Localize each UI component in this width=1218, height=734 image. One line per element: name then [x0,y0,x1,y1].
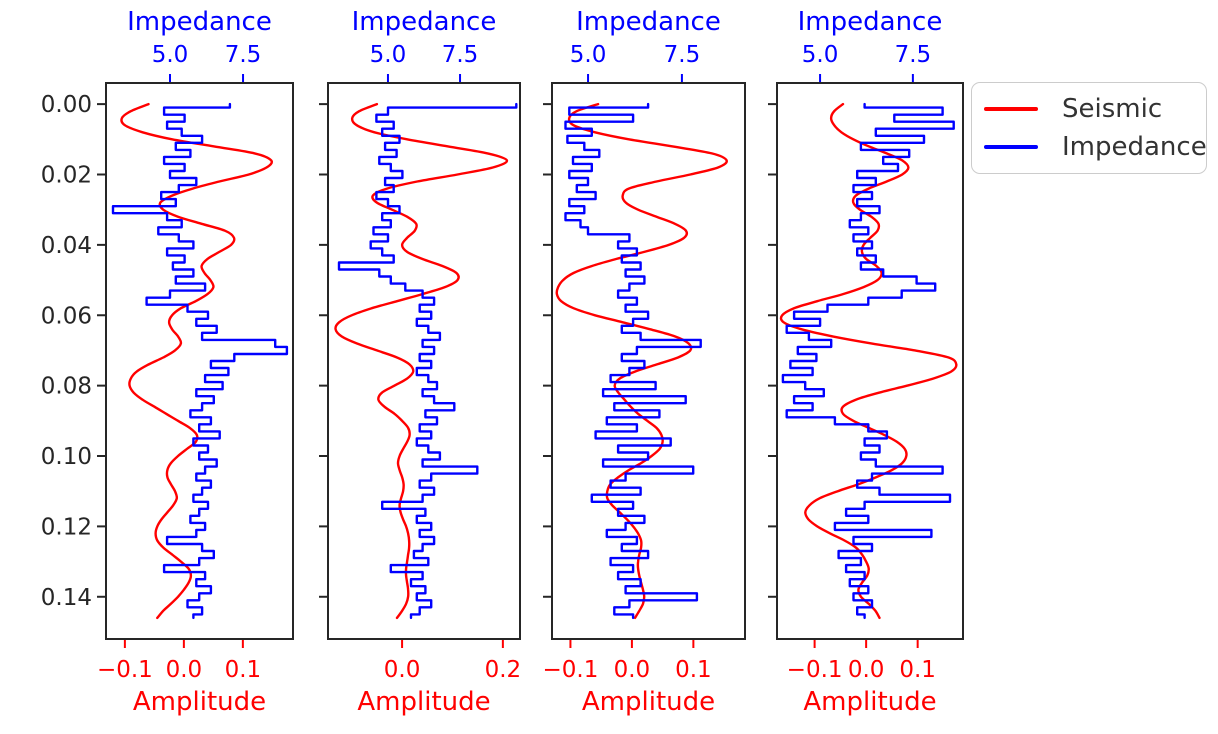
bottom-tick-label: −0.1 [787,657,843,683]
top-axis-title: Impedance [352,7,497,37]
depth-tick-label: 0.06 [41,303,92,329]
bottom-tick-label: −0.1 [543,657,599,683]
impedance-curve [337,102,518,620]
legend-label-seismic: Seismic [1062,94,1163,124]
seismic-curve [120,102,273,620]
top-axis-title: Impedance [576,7,721,37]
top-tick-label: 7.5 [225,42,262,68]
seismic-line-swatch [984,107,1038,112]
bottom-tick-label: 0.1 [899,657,936,683]
top-tick-label: 5.0 [570,42,607,68]
depth-tick-label: 0.08 [41,374,92,400]
subplot-frame [776,82,964,640]
top-axis-title: Impedance [127,7,272,37]
bottom-axis-title: Amplitude [357,687,490,717]
top-tick-label: 5.0 [152,42,189,68]
impedance-curve [111,102,289,620]
bottom-tick-label: 0.2 [485,657,522,683]
depth-tick-label: 0.10 [41,444,92,470]
subplot-frame [105,82,294,640]
bottom-tick-label: 0.1 [675,657,712,683]
bottom-axis-title: Amplitude [803,687,936,717]
subplot-frame [327,82,521,640]
impedance-curve [564,102,702,620]
top-tick-label: 7.5 [895,42,932,68]
bottom-axis-title: Amplitude [133,687,266,717]
depth-tick-label: 0.14 [41,585,92,611]
bottom-tick-label: 0.1 [225,657,262,683]
top-tick-label: 5.0 [370,42,407,68]
legend-item-seismic: Seismic [984,95,1192,124]
subplot-frame [551,82,746,640]
impedance-line-swatch [984,144,1038,149]
seismic-curve [555,102,728,620]
top-axis-title: Impedance [798,7,943,37]
legend: Seismic Impedance [971,82,1207,175]
bottom-tick-label: 0.0 [166,657,203,683]
seismic-curve [334,102,509,620]
depth-tick-label: 0.02 [41,162,92,188]
bottom-tick-label: 0.0 [614,657,651,683]
bottom-tick-label: 0.0 [384,657,421,683]
legend-label-impedance: Impedance [1062,131,1207,162]
impedance-curve [781,102,955,620]
depth-tick-label: 0.00 [41,92,92,118]
bottom-tick-label: −0.1 [97,657,153,683]
legend-item-impedance: Impedance [984,132,1207,162]
top-tick-label: 7.5 [664,42,701,68]
top-tick-label: 7.5 [442,42,479,68]
depth-tick-label: 0.12 [41,514,92,540]
top-tick-label: 5.0 [802,42,839,68]
bottom-axis-title: Amplitude [582,687,715,717]
depth-tick-label: 0.04 [41,233,92,259]
seismic-curve [779,102,958,620]
bottom-tick-label: 0.0 [848,657,885,683]
